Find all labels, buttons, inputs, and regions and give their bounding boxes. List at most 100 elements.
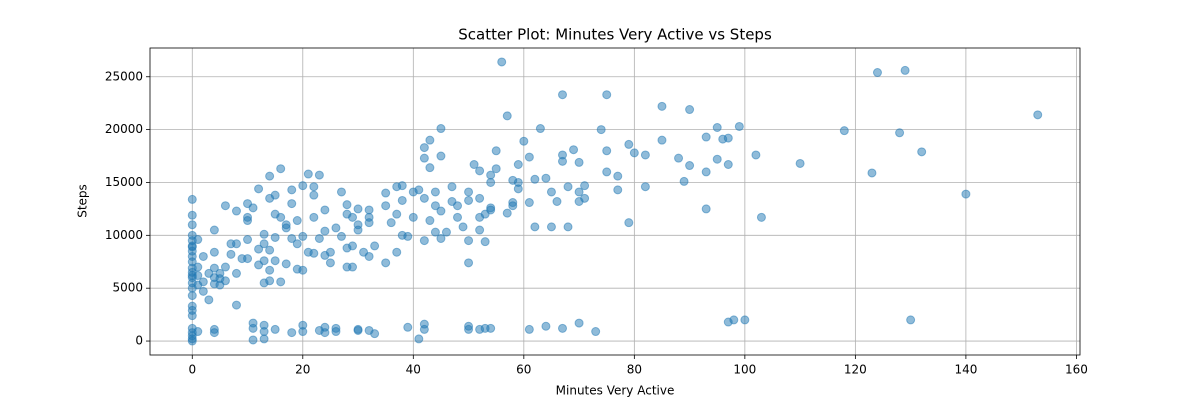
- scatter-point: [320, 250, 330, 260]
- scatter-point: [701, 167, 711, 177]
- scatter-point: [441, 227, 451, 237]
- scatter-point: [447, 182, 457, 192]
- scatter-point: [436, 124, 446, 134]
- chart-title: Scatter Plot: Minutes Very Active vs Ste…: [458, 26, 772, 44]
- scatter-point: [259, 239, 269, 249]
- scatter-point: [602, 90, 612, 100]
- scatter-point: [425, 135, 435, 145]
- scatter-point: [364, 218, 374, 228]
- scatter-point: [348, 241, 358, 251]
- scatter-point: [215, 280, 225, 290]
- scatter-point: [419, 143, 429, 153]
- scatter-point: [187, 323, 197, 333]
- scatter-point: [320, 205, 330, 215]
- scatter-point: [198, 251, 208, 261]
- scatter-point: [751, 150, 761, 160]
- scatter-point: [679, 176, 689, 186]
- scatter-point: [425, 216, 435, 226]
- scatter-point: [231, 206, 241, 216]
- x-axis-label: Minutes Very Active: [556, 384, 675, 398]
- scatter-point: [657, 135, 667, 145]
- scatter-point: [259, 229, 269, 239]
- scatter-point: [624, 139, 634, 149]
- scatter-point: [243, 216, 253, 226]
- y-tick-label: 20000: [105, 122, 143, 136]
- x-tick-label: 40: [406, 363, 421, 377]
- scatter-point: [475, 166, 485, 176]
- scatter-point: [591, 327, 601, 337]
- plot-frame: [149, 47, 1081, 356]
- scatter-point: [187, 267, 197, 277]
- scatter-point: [265, 245, 275, 255]
- scatter-point: [348, 212, 358, 222]
- scatter-point: [1033, 110, 1043, 120]
- scatter-point: [353, 204, 363, 214]
- scatter-point: [392, 247, 402, 257]
- scatter-point: [243, 235, 253, 245]
- scatter-point: [574, 187, 584, 197]
- scatter-point: [430, 227, 440, 237]
- scatter-point: [231, 239, 241, 249]
- scatter-point: [254, 244, 264, 254]
- scatter-point: [723, 133, 733, 143]
- scatter-point: [961, 189, 971, 199]
- scatter-point: [613, 185, 623, 195]
- scatter-point: [187, 336, 197, 346]
- scatter-point: [198, 286, 208, 296]
- y-tick-label: 0: [135, 334, 143, 348]
- scatter-point: [392, 209, 402, 219]
- scatter-point: [226, 249, 236, 259]
- x-tick-label: 140: [954, 363, 977, 377]
- scatter-point: [657, 101, 667, 111]
- scatter-point: [464, 258, 474, 268]
- scatter-point: [287, 328, 297, 338]
- scatter-point: [640, 182, 650, 192]
- scatter-point: [602, 146, 612, 156]
- scatter-point: [220, 201, 230, 211]
- scatter-point: [436, 151, 446, 161]
- scatter-point: [287, 185, 297, 195]
- scatter-point: [464, 236, 474, 246]
- scatter-point: [491, 146, 501, 156]
- scatter-point: [453, 201, 463, 211]
- scatter-point: [265, 193, 275, 203]
- scatter-point: [353, 324, 363, 334]
- scatter-point: [519, 136, 529, 146]
- scatter-point: [336, 187, 346, 197]
- scatter-point: [475, 193, 485, 203]
- scatter-point: [430, 201, 440, 211]
- scatter-point: [320, 328, 330, 338]
- scatter-point: [475, 225, 485, 235]
- scatter-point: [348, 262, 358, 272]
- scatter-point: [403, 322, 413, 332]
- scatter-point: [685, 105, 695, 115]
- scatter-point: [701, 132, 711, 142]
- scatter-point: [298, 231, 308, 241]
- scatter-point: [900, 65, 910, 75]
- scatter-point: [364, 251, 374, 261]
- scatter-point: [867, 168, 877, 178]
- scatter-point: [917, 147, 927, 157]
- x-tick-label: 20: [295, 363, 310, 377]
- scatter-point: [453, 212, 463, 222]
- scatter-point: [220, 262, 230, 272]
- scatter-point: [729, 315, 739, 325]
- scatter-point: [287, 234, 297, 244]
- scatter-point: [502, 111, 512, 121]
- scatter-point: [248, 335, 258, 345]
- y-tick-label: 10000: [105, 228, 143, 242]
- scatter-point: [872, 68, 882, 78]
- scatter-point: [292, 216, 302, 226]
- scatter-point: [613, 171, 623, 181]
- scatter-point: [712, 122, 722, 132]
- scatter-point: [381, 258, 391, 268]
- scatter-point: [839, 126, 849, 136]
- scatter-point: [546, 187, 556, 197]
- scatter-point: [370, 329, 380, 339]
- scatter-point: [756, 212, 766, 222]
- scatter-point: [574, 318, 584, 328]
- scatter-point: [209, 247, 219, 257]
- scatter-point: [491, 164, 501, 174]
- scatter-point: [281, 259, 291, 269]
- scatter-point: [270, 256, 280, 266]
